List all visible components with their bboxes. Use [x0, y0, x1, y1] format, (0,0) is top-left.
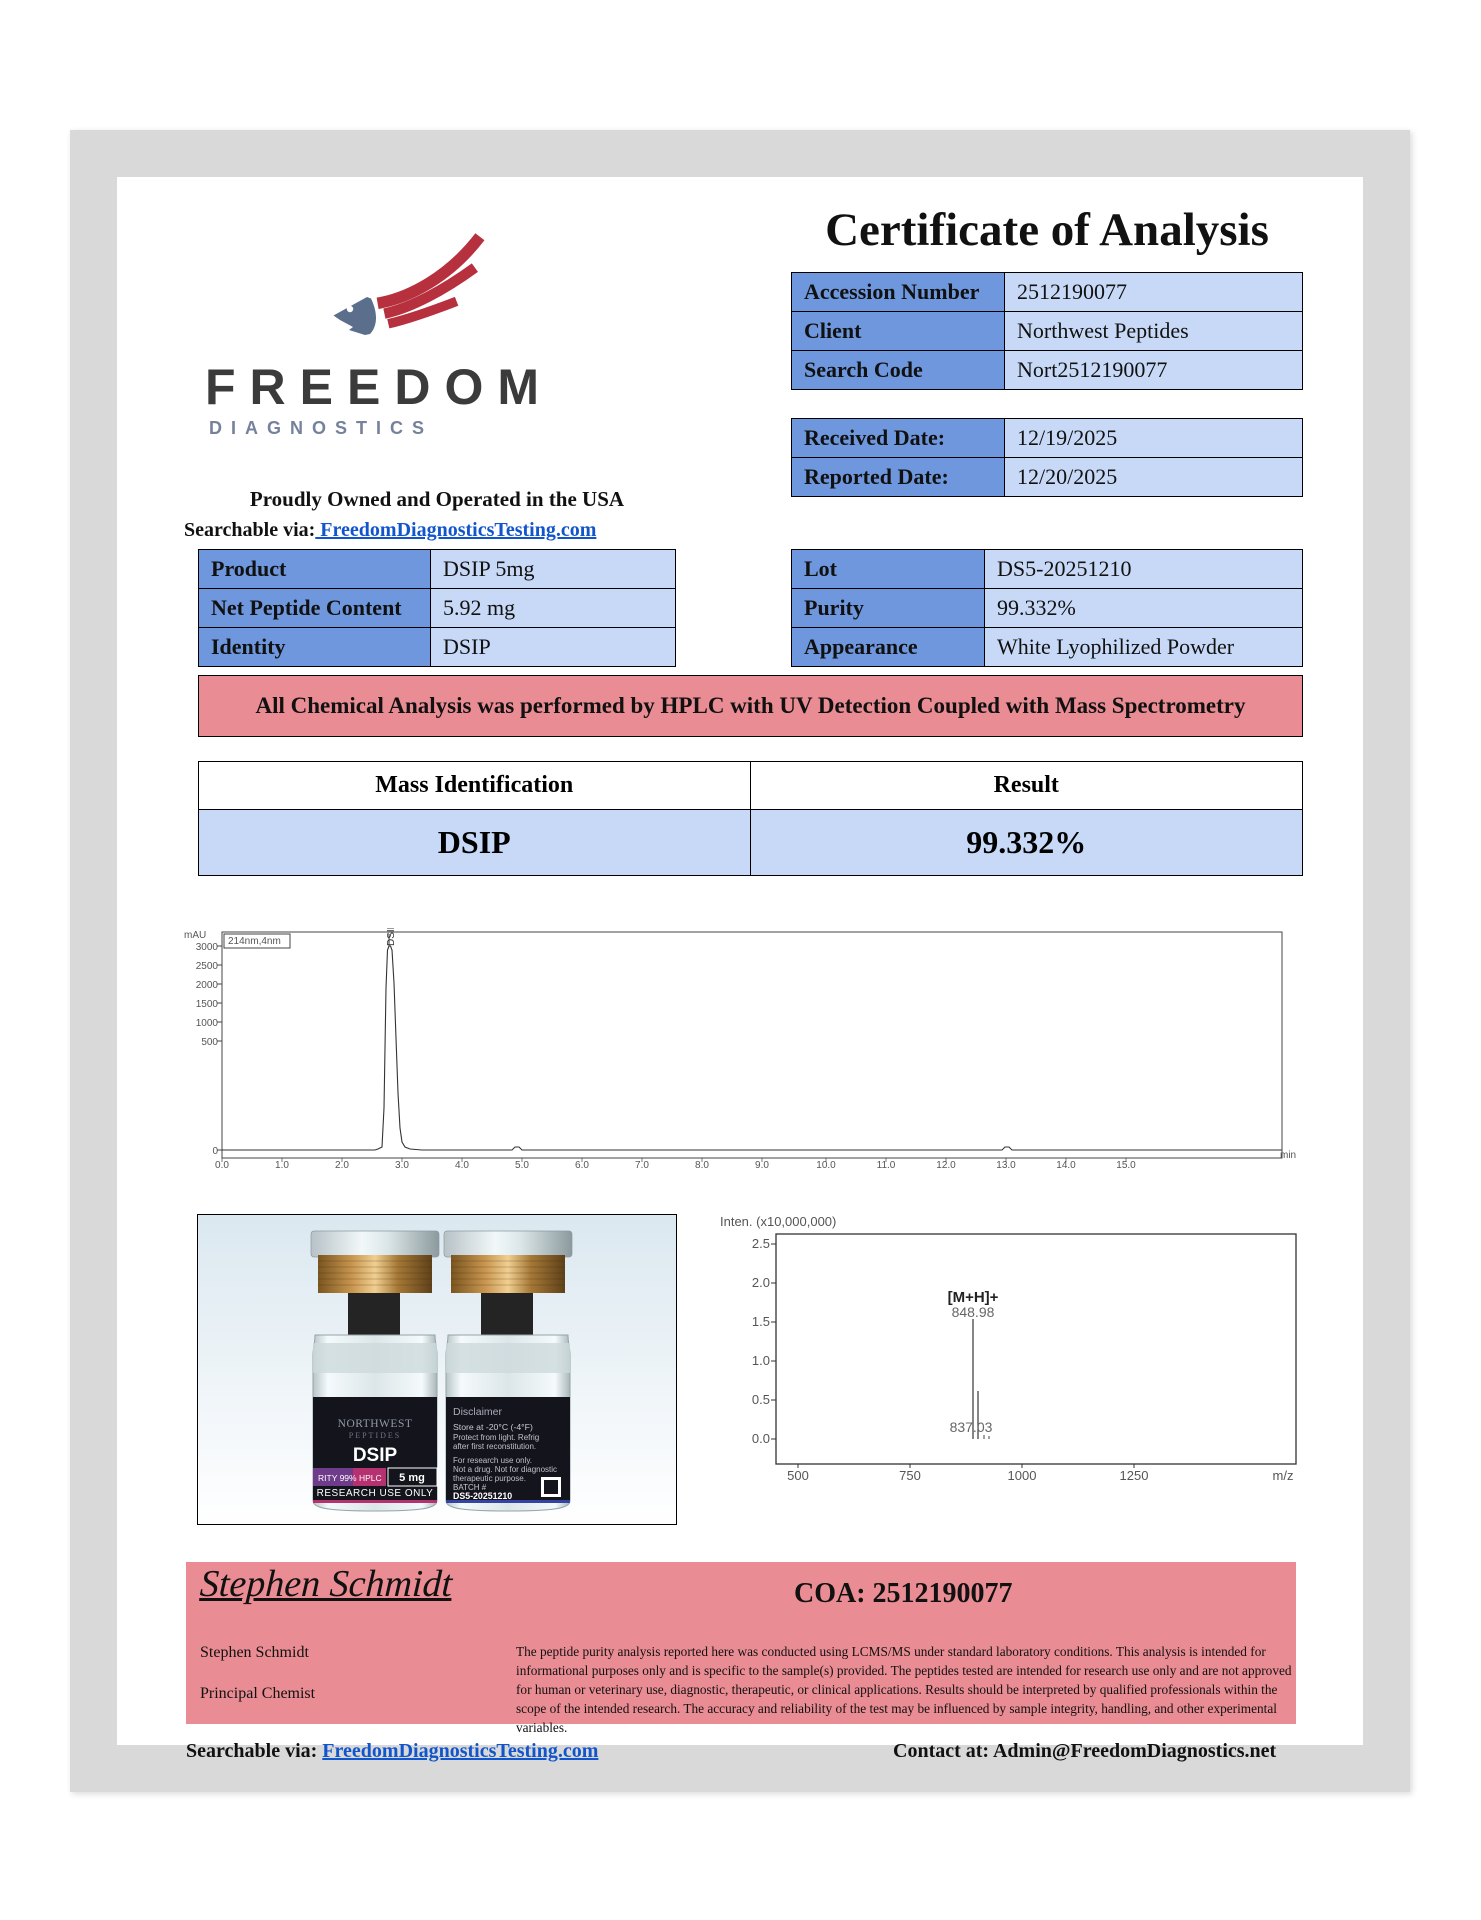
svg-text:1.5: 1.5	[752, 1314, 770, 1329]
svg-text:DSIP: DSIP	[353, 1445, 398, 1466]
svg-text:1.0: 1.0	[752, 1353, 770, 1368]
svg-text:2000: 2000	[196, 980, 219, 991]
svg-text:DS5-20251210: DS5-20251210	[453, 1491, 512, 1501]
svg-text:RESEARCH USE ONLY: RESEARCH USE ONLY	[317, 1488, 434, 1499]
svg-text:2500: 2500	[196, 961, 219, 972]
svg-text:0: 0	[212, 1146, 218, 1157]
svg-text:214nm,4nm: 214nm,4nm	[228, 936, 281, 947]
svg-text:DSIP: DSIP	[386, 928, 397, 946]
svg-text:For research use only.: For research use only.	[453, 1456, 532, 1465]
svg-text:848.98: 848.98	[952, 1304, 995, 1320]
svg-text:1500: 1500	[196, 999, 219, 1010]
svg-text:Inten. (x10,000,000): Inten. (x10,000,000)	[720, 1214, 836, 1229]
svg-text:after first reconstitution.: after first reconstitution.	[453, 1442, 536, 1451]
svg-text:1000: 1000	[1008, 1468, 1037, 1483]
svg-text:0.5: 0.5	[752, 1392, 770, 1407]
svg-text:750: 750	[899, 1468, 921, 1483]
svg-text:m/z: m/z	[1273, 1468, 1294, 1483]
svg-text:500: 500	[201, 1037, 218, 1048]
svg-text:500: 500	[787, 1468, 809, 1483]
svg-text:Disclaimer: Disclaimer	[453, 1406, 503, 1418]
svg-text:Protect from light. Refrig: Protect from light. Refrig	[453, 1433, 539, 1442]
svg-text:PEPTIDES: PEPTIDES	[349, 1431, 401, 1440]
svg-text:therapeutic purpose.: therapeutic purpose.	[453, 1474, 526, 1483]
svg-text:5 mg: 5 mg	[399, 1472, 425, 1484]
svg-text:Not a drug. Not for diagnostic: Not a drug. Not for diagnostic	[453, 1465, 557, 1474]
svg-text:2.0: 2.0	[752, 1275, 770, 1290]
svg-text:RITY 99% HPLC: RITY 99% HPLC	[318, 1473, 382, 1483]
svg-text:Store at -20°C (-4°F): Store at -20°C (-4°F)	[453, 1422, 533, 1432]
svg-text:1000: 1000	[196, 1018, 219, 1029]
svg-text:0.0: 0.0	[752, 1431, 770, 1446]
svg-text:3000: 3000	[196, 942, 219, 953]
svg-text:NORTHWEST: NORTHWEST	[338, 1418, 413, 1430]
svg-text:min: min	[1280, 1150, 1296, 1161]
svg-text:1250: 1250	[1120, 1468, 1149, 1483]
svg-text:837.03: 837.03	[950, 1419, 993, 1435]
svg-text:2.5: 2.5	[752, 1236, 770, 1251]
svg-text:mAU: mAU	[184, 930, 206, 941]
